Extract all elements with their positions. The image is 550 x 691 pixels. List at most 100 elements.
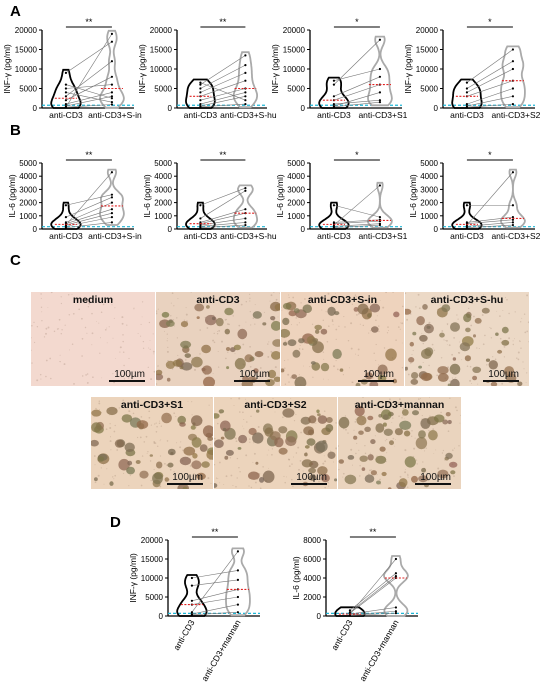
speckle: [363, 415, 366, 417]
speckle: [190, 292, 192, 293]
cell-cluster: [459, 342, 471, 352]
speckle: [221, 340, 223, 343]
cell-cluster: [180, 362, 193, 371]
y-tick-label: 15000: [141, 555, 164, 564]
data-point: [465, 204, 469, 207]
speckle: [341, 302, 343, 304]
speckle: [322, 351, 325, 353]
cell-cluster: [282, 342, 288, 346]
speckle: [467, 307, 470, 310]
cell-cluster: [270, 320, 280, 331]
speckle: [91, 296, 93, 298]
speckle: [150, 424, 152, 426]
speckle: [232, 484, 234, 487]
y-tick-label: 10000: [416, 65, 439, 74]
speckle: [250, 486, 253, 489]
speckle: [176, 442, 178, 444]
speckle: [401, 342, 403, 344]
cell-cluster: [281, 368, 285, 373]
micrograph-title: anti-CD3+S1: [120, 399, 184, 411]
cell-cluster: [428, 430, 438, 441]
cell-cluster: [273, 376, 280, 382]
cell-cluster: [411, 475, 418, 483]
speckle: [506, 298, 508, 301]
cell-cluster: [327, 451, 336, 459]
speckle: [133, 308, 135, 310]
speckle: [444, 459, 446, 461]
speckle: [39, 373, 42, 376]
speckle: [327, 292, 330, 295]
speckle: [355, 353, 357, 355]
cell-cluster: [398, 478, 408, 488]
cell-cluster: [347, 455, 355, 460]
y-tick-label: 10000: [141, 574, 164, 583]
speckle: [514, 311, 516, 313]
speckle: [292, 296, 295, 299]
speckle: [300, 302, 302, 304]
micrograph-title: anti-CD3: [196, 294, 240, 306]
scale-bar: [358, 380, 394, 382]
speckle: [440, 411, 442, 414]
cell-cluster: [412, 331, 417, 336]
cell-cluster: [292, 349, 301, 358]
category-label: anti-CD3: [49, 110, 83, 120]
speckle: [81, 355, 83, 357]
violin-control: [318, 201, 350, 230]
data-point: [110, 193, 114, 196]
speckle: [189, 465, 192, 467]
y-tick-label: 2000: [303, 593, 321, 602]
speckle: [435, 449, 437, 451]
cell-cluster: [326, 417, 333, 423]
y-tick-label: 1000: [19, 212, 37, 221]
category-label: anti-CD3+S1: [358, 231, 407, 241]
cell-cluster: [91, 409, 102, 417]
speckle: [323, 358, 325, 360]
y-tick-label: 20000: [15, 26, 38, 35]
speckle: [121, 316, 124, 319]
speckle: [309, 366, 311, 368]
speckle: [238, 466, 240, 469]
speckle: [36, 379, 39, 382]
speckle: [369, 452, 371, 454]
speckle: [298, 322, 300, 324]
speckle: [407, 476, 409, 478]
pair-line: [200, 103, 246, 108]
pair-line: [200, 222, 246, 227]
speckle: [355, 452, 357, 455]
y-axis-label: IL-6 (pg/ml): [142, 174, 152, 218]
pair-line: [466, 222, 513, 227]
speckle: [335, 447, 337, 450]
speckle: [106, 342, 108, 344]
speckle: [33, 321, 35, 324]
data-point: [244, 64, 247, 67]
speckle: [157, 365, 159, 367]
cell-cluster: [248, 471, 260, 480]
speckle: [272, 398, 274, 400]
speckle: [148, 321, 151, 324]
speckle: [146, 452, 148, 454]
data-point: [394, 575, 398, 578]
speckle: [522, 361, 524, 363]
speckle: [156, 310, 158, 312]
speckle: [210, 482, 212, 484]
speckle: [401, 417, 403, 419]
speckle: [405, 292, 407, 295]
speckle: [248, 369, 250, 372]
speckle: [123, 364, 125, 367]
cell-cluster: [481, 307, 490, 314]
cell-cluster: [445, 412, 451, 417]
speckle: [235, 440, 238, 443]
cell-cluster: [433, 414, 445, 423]
speckle: [440, 305, 442, 306]
cell-cluster: [371, 326, 379, 333]
speckle: [418, 307, 421, 310]
scale-bar: [483, 380, 519, 382]
speckle: [60, 302, 62, 305]
speckle: [156, 445, 159, 448]
speckle: [152, 350, 155, 353]
y-tick-label: 0: [301, 225, 306, 234]
speckle: [171, 292, 174, 295]
speckle: [408, 406, 411, 408]
speckle: [179, 446, 182, 449]
data-point: [236, 569, 240, 572]
